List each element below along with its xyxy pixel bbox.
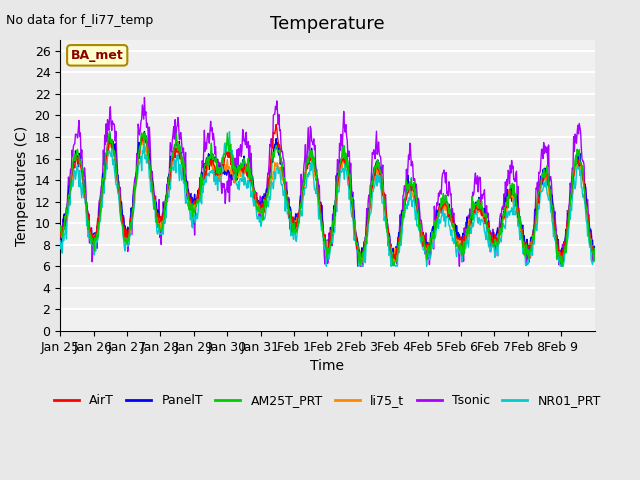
Text: BA_met: BA_met bbox=[71, 49, 124, 62]
X-axis label: Time: Time bbox=[310, 359, 344, 373]
Text: No data for f_li77_temp: No data for f_li77_temp bbox=[6, 14, 154, 27]
Legend: AirT, PanelT, AM25T_PRT, li75_t, Tsonic, NR01_PRT: AirT, PanelT, AM25T_PRT, li75_t, Tsonic,… bbox=[49, 389, 606, 412]
Title: Temperature: Temperature bbox=[270, 15, 385, 33]
Y-axis label: Temperatures (C): Temperatures (C) bbox=[15, 125, 29, 246]
